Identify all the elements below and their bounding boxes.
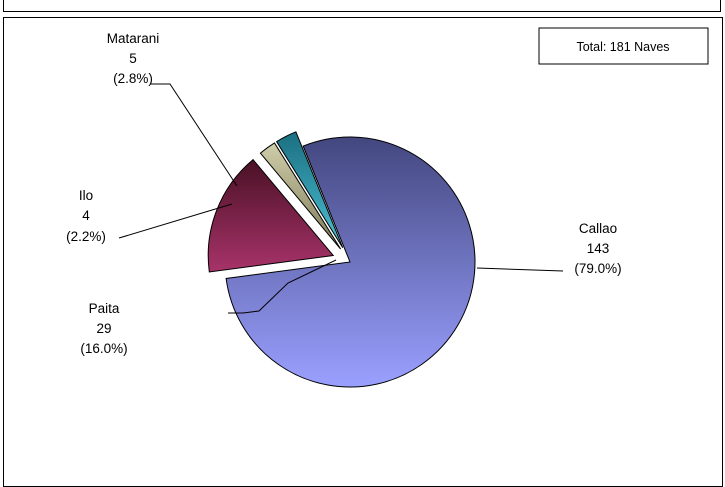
label-paita-value: 29 xyxy=(96,321,111,336)
pie-slice-ilo xyxy=(259,142,342,250)
leader-ilo xyxy=(118,203,233,239)
top-strip xyxy=(3,0,721,12)
label-ilo-name: Ilo xyxy=(79,188,93,203)
total-box xyxy=(538,27,709,65)
leader-callao xyxy=(476,267,564,272)
label-matarani-value: 5 xyxy=(129,51,137,66)
pie-slice-callao xyxy=(225,136,476,388)
pie-slice-paita xyxy=(207,158,335,273)
label-matarani: Matarani 5 (2.8%) xyxy=(107,31,160,86)
label-paita: Paita 29 (16.0%) xyxy=(80,301,127,356)
label-callao: Callao 143 (79.0%) xyxy=(574,221,621,276)
label-paita-name: Paita xyxy=(89,301,120,316)
label-callao-name: Callao xyxy=(579,221,617,236)
label-matarani-percent: (2.8%) xyxy=(113,71,153,86)
label-callao-percent: (79.0%) xyxy=(574,261,621,276)
leader-paita xyxy=(228,259,337,314)
label-ilo: Ilo 4 (2.2%) xyxy=(66,188,106,244)
label-ilo-value: 4 xyxy=(82,208,90,223)
leader-matarani xyxy=(150,83,238,187)
label-paita-percent: (16.0%) xyxy=(80,341,127,356)
label-callao-value: 143 xyxy=(587,241,610,256)
pie-slice-matarani xyxy=(275,131,344,249)
label-ilo-percent: (2.2%) xyxy=(66,229,106,244)
total-label: Total: 181 Naves xyxy=(576,40,669,54)
label-matarani-name: Matarani xyxy=(107,31,160,46)
